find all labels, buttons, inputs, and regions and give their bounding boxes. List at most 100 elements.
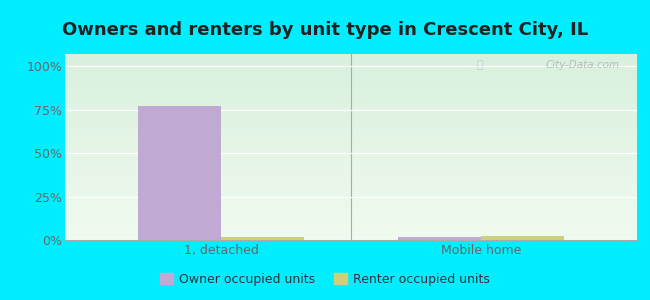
Bar <box>65 78 637 80</box>
Bar <box>65 97 637 99</box>
Bar <box>65 119 637 121</box>
Bar <box>65 177 637 178</box>
Bar <box>65 166 637 167</box>
Bar <box>65 184 637 186</box>
Bar <box>65 160 637 162</box>
Bar <box>65 84 637 85</box>
Bar <box>65 74 637 76</box>
Bar <box>65 201 637 203</box>
Bar <box>65 192 637 194</box>
Bar <box>65 71 637 73</box>
Bar <box>65 113 637 116</box>
Bar <box>65 199 637 201</box>
Bar <box>138 106 221 240</box>
Bar <box>65 117 637 119</box>
Bar <box>65 203 637 205</box>
Bar <box>65 67 637 69</box>
Bar <box>65 205 637 206</box>
Bar <box>65 221 637 223</box>
Bar <box>65 63 637 65</box>
Bar <box>65 147 637 149</box>
Bar <box>65 186 637 188</box>
Bar <box>65 65 637 67</box>
Bar <box>398 237 481 240</box>
Bar <box>65 195 637 197</box>
Bar <box>65 181 637 182</box>
Bar <box>65 206 637 208</box>
Bar <box>65 234 637 236</box>
Bar <box>65 58 637 60</box>
Bar <box>65 236 637 238</box>
Bar <box>65 54 637 56</box>
Bar <box>65 227 637 229</box>
Bar <box>65 218 637 220</box>
Bar <box>65 69 637 71</box>
Bar <box>65 175 637 177</box>
Bar <box>65 116 637 117</box>
Bar <box>65 95 637 97</box>
Bar <box>65 143 637 145</box>
Bar <box>65 93 637 95</box>
Legend: Owner occupied units, Renter occupied units: Owner occupied units, Renter occupied un… <box>155 268 495 291</box>
Bar <box>65 171 637 173</box>
Bar <box>65 100 637 102</box>
Text: Owners and renters by unit type in Crescent City, IL: Owners and renters by unit type in Cresc… <box>62 21 588 39</box>
Bar <box>65 123 637 125</box>
Bar <box>65 164 637 166</box>
Bar <box>65 156 637 158</box>
Bar <box>65 99 637 100</box>
Bar <box>65 197 637 199</box>
Bar <box>65 138 637 140</box>
Bar <box>65 153 637 154</box>
Bar <box>65 194 637 195</box>
Bar <box>65 132 637 134</box>
Bar <box>65 61 637 63</box>
Bar <box>65 108 637 110</box>
Bar <box>65 238 637 240</box>
Bar <box>65 134 637 136</box>
Bar <box>65 188 637 190</box>
Bar <box>65 208 637 210</box>
Bar <box>65 229 637 231</box>
Bar <box>65 212 637 214</box>
Bar <box>65 210 637 212</box>
Bar <box>65 80 637 82</box>
Bar <box>65 158 637 160</box>
Bar <box>65 149 637 151</box>
Bar <box>65 82 637 84</box>
Bar <box>65 154 637 156</box>
Bar <box>65 220 637 221</box>
Bar <box>65 89 637 91</box>
Bar <box>65 145 637 147</box>
Bar <box>65 141 637 143</box>
Bar <box>65 102 637 104</box>
Bar <box>65 73 637 74</box>
Bar <box>65 232 637 234</box>
Bar <box>65 216 637 218</box>
Bar <box>65 56 637 58</box>
Bar <box>65 88 637 89</box>
Text: ⓘ: ⓘ <box>477 60 484 70</box>
Bar <box>65 110 637 112</box>
Bar <box>65 104 637 106</box>
Text: City-Data.com: City-Data.com <box>546 60 620 70</box>
Bar <box>65 173 637 175</box>
Bar <box>65 125 637 127</box>
Bar <box>65 231 637 233</box>
Bar <box>65 136 637 138</box>
Bar <box>65 128 637 130</box>
Bar <box>65 85 637 88</box>
Bar <box>481 236 564 240</box>
Bar <box>65 91 637 93</box>
Bar <box>65 223 637 225</box>
Bar <box>65 60 637 61</box>
Bar <box>65 140 637 141</box>
Bar <box>65 162 637 164</box>
Bar <box>65 169 637 171</box>
Bar <box>65 151 637 153</box>
Bar <box>65 190 637 192</box>
Bar <box>65 214 637 216</box>
Bar <box>65 178 637 181</box>
Bar <box>65 167 637 169</box>
Bar <box>221 237 304 240</box>
